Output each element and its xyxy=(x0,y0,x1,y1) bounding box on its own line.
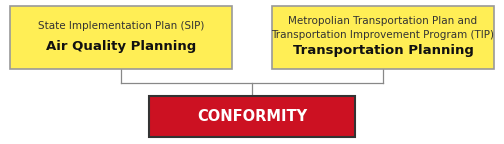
Text: CONFORMITY: CONFORMITY xyxy=(197,109,307,124)
Text: Air Quality Planning: Air Quality Planning xyxy=(46,40,196,53)
FancyBboxPatch shape xyxy=(10,6,232,69)
FancyBboxPatch shape xyxy=(272,6,494,69)
FancyBboxPatch shape xyxy=(149,96,355,137)
Text: Transportation Planning: Transportation Planning xyxy=(293,44,473,57)
Text: Metropolian Transportation Plan and
Transportation Improvement Program (TIP): Metropolian Transportation Plan and Tran… xyxy=(272,16,494,40)
Text: State Implementation Plan (SIP): State Implementation Plan (SIP) xyxy=(38,21,204,31)
